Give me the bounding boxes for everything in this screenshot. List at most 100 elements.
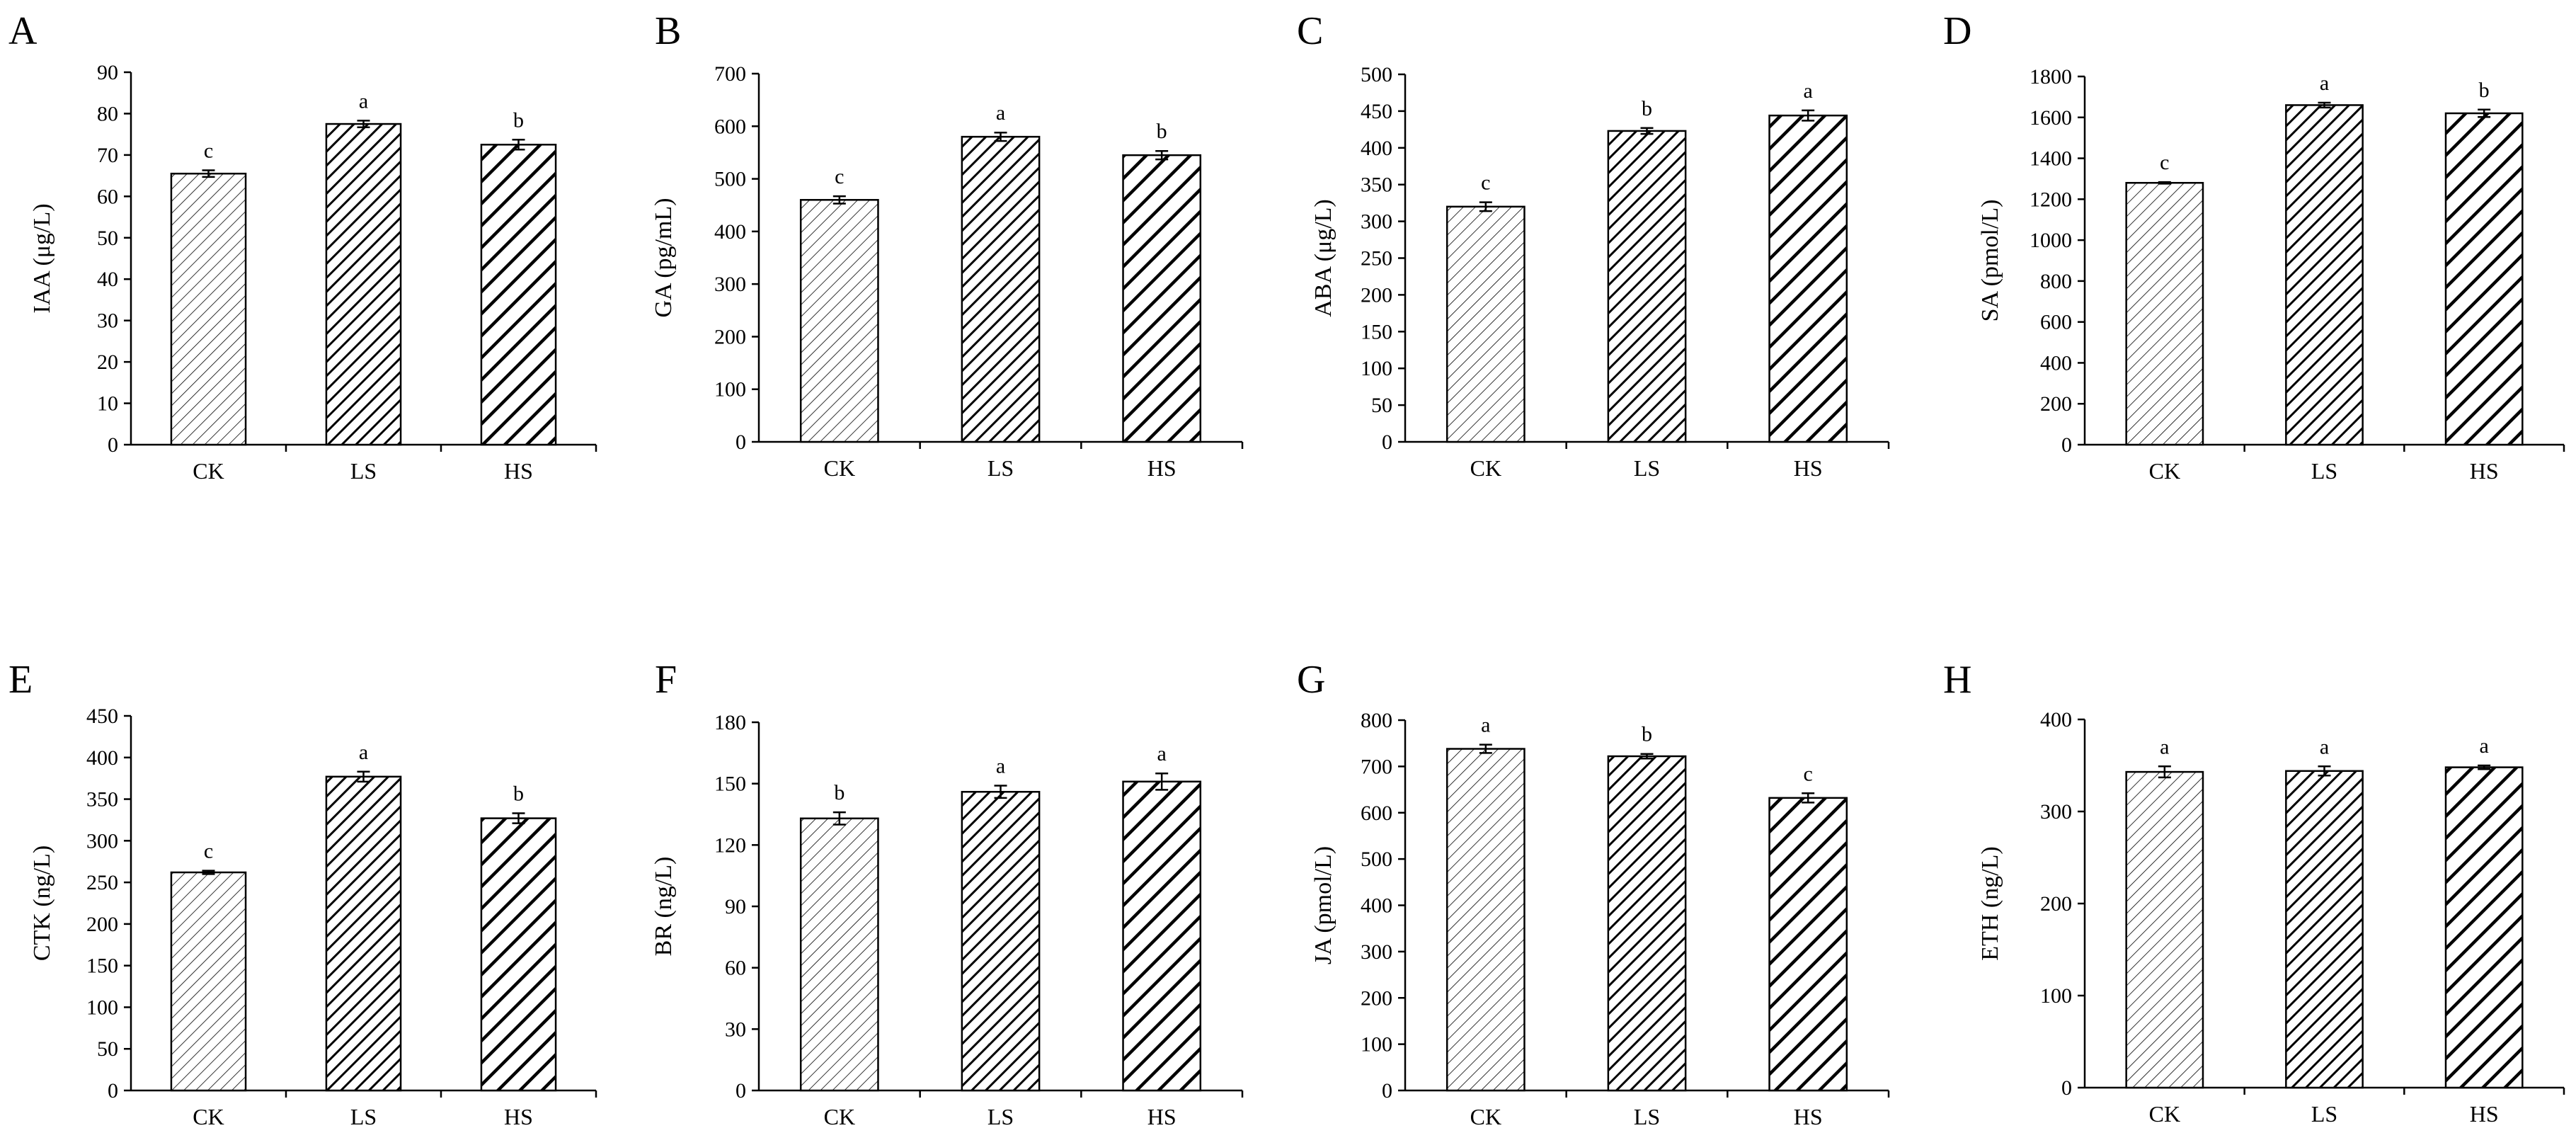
significance-letter: c: [835, 165, 844, 188]
x-category-label: HS: [1147, 455, 1177, 481]
y-tick-label: 50: [97, 1037, 118, 1061]
y-tick-label: 500: [714, 168, 746, 191]
y-tick-label: 350: [86, 788, 118, 811]
y-tick-label: 100: [1361, 357, 1392, 380]
significance-letter: b: [513, 108, 524, 132]
bar-ls: [961, 135, 1041, 443]
y-tick-label: 400: [2040, 351, 2072, 375]
y-tick-label: 1600: [2030, 106, 2072, 130]
y-tick-label: 0: [2061, 433, 2072, 457]
y-tick-label: 300: [1361, 940, 1392, 964]
y-axis-label: ETH (ng/L): [1977, 846, 2003, 960]
y-tick-label: 800: [1361, 709, 1392, 732]
y-tick-label: 350: [1361, 173, 1392, 197]
y-tick-label: 200: [86, 913, 118, 936]
significance-letter: a: [1157, 742, 1167, 765]
y-axis-label: CTK (ng/L): [29, 845, 55, 961]
y-tick-label: 400: [86, 746, 118, 770]
y-tick-label: 50: [1371, 394, 1392, 417]
y-tick-label: 400: [714, 220, 746, 244]
y-tick-label: 150: [1361, 320, 1392, 343]
x-category-label: CK: [824, 1104, 855, 1129]
y-tick-label: 0: [108, 433, 118, 457]
significance-letter: a: [2320, 735, 2329, 758]
x-category-label: CK: [193, 458, 224, 484]
significance-letter: b: [1642, 97, 1652, 120]
significance-letter: b: [1157, 120, 1167, 143]
y-tick-label: 80: [97, 102, 118, 125]
y-tick-label: 20: [97, 351, 118, 374]
x-category-label: CK: [2149, 458, 2180, 484]
significance-letter: c: [2160, 151, 2169, 174]
y-axis-label: ABA (μg/L): [1310, 199, 1336, 317]
y-tick-label: 0: [1382, 1079, 1392, 1103]
significance-letter: a: [2160, 735, 2169, 758]
y-tick-label: 0: [735, 431, 746, 454]
panel-letter: B: [655, 9, 681, 53]
x-category-label: CK: [1470, 1104, 1501, 1129]
y-tick-label: 500: [1361, 63, 1392, 86]
y-tick-label: 90: [97, 61, 118, 84]
significance-letter: b: [1642, 723, 1652, 746]
y-tick-label: 1400: [2030, 147, 2072, 171]
bar-ck: [1446, 748, 1525, 1092]
bar-hs: [2444, 766, 2524, 1089]
chart-panel-d: D 0 200 400 600 800 1000 1200 1400 1600 1800 SA (pm…: [1943, 9, 2565, 484]
y-tick-label: 1000: [2030, 229, 2072, 252]
y-tick-label: 400: [1361, 137, 1392, 160]
x-category-label: LS: [350, 1104, 377, 1129]
significance-letter: a: [359, 89, 368, 113]
x-category-label: LS: [988, 455, 1014, 481]
y-tick-label: 60: [97, 185, 118, 208]
bar-hs: [1122, 780, 1202, 1092]
y-axis-label: SA (pmol/L): [1977, 200, 2003, 322]
significance-letter: b: [513, 782, 524, 806]
y-tick-label: 100: [2040, 984, 2072, 1008]
bar-hs: [1122, 154, 1202, 443]
x-category-label: CK: [824, 455, 855, 481]
x-category-label: LS: [1634, 455, 1660, 481]
y-tick-label: 150: [714, 773, 746, 796]
bar-ck: [1446, 205, 1525, 443]
y-tick-label: 700: [714, 62, 746, 86]
y-axis-label: BR (ng/L): [651, 857, 677, 957]
y-tick-label: 200: [714, 325, 746, 348]
x-category-label: LS: [1634, 1104, 1660, 1129]
bar-ls: [2285, 770, 2364, 1089]
x-category-label: LS: [2311, 1101, 2337, 1127]
x-category-label: HS: [1147, 1104, 1177, 1129]
y-tick-label: 1800: [2030, 65, 2072, 89]
significance-letter: c: [204, 840, 213, 863]
bar-hs: [480, 817, 557, 1092]
y-tick-label: 180: [714, 711, 746, 734]
y-axis-label: GA (pg/mL): [651, 198, 677, 317]
y-tick-label: 60: [725, 957, 746, 980]
bar-ls: [325, 775, 402, 1092]
y-tick-label: 90: [725, 895, 746, 918]
bar-ls: [961, 790, 1041, 1092]
chart-panel-a: A 0 10 20 30 40 50 60 70 80 90 IAA (μg/L) c CK a LS b HS: [8, 9, 597, 484]
significance-letter: b: [834, 781, 845, 804]
significance-letter: a: [1481, 714, 1490, 737]
y-tick-label: 50: [97, 227, 118, 250]
x-category-label: HS: [2470, 1101, 2499, 1127]
panel-letter: F: [655, 658, 677, 702]
chart-panel-e: E 0 50 100 150 200 250 300 350 400 450 CTK (ng/L) c C…: [8, 658, 597, 1129]
bar-ck: [2125, 770, 2204, 1089]
bar-ck: [2125, 181, 2204, 446]
significance-letter: a: [996, 755, 1005, 778]
x-category-label: CK: [1470, 455, 1501, 481]
panel-letter: C: [1297, 9, 1323, 53]
y-tick-label: 250: [86, 871, 118, 894]
y-axis-label: IAA (μg/L): [29, 203, 55, 313]
panel-letter: A: [8, 9, 38, 53]
chart-panel-g: G 0 100 200 300 400 500 600 700 800 JA (pmol/L) a CK…: [1297, 658, 1890, 1129]
y-tick-label: 100: [86, 996, 118, 1019]
chart-panel-c: C 0 50 100 150 200 250 300 350 400 450 500 ABA (μg/L…: [1297, 9, 1890, 481]
y-tick-label: 600: [714, 115, 746, 138]
y-tick-label: 100: [714, 378, 746, 401]
y-tick-label: 200: [1361, 986, 1392, 1010]
y-tick-label: 800: [2040, 270, 2072, 293]
bar-ls: [325, 123, 402, 446]
